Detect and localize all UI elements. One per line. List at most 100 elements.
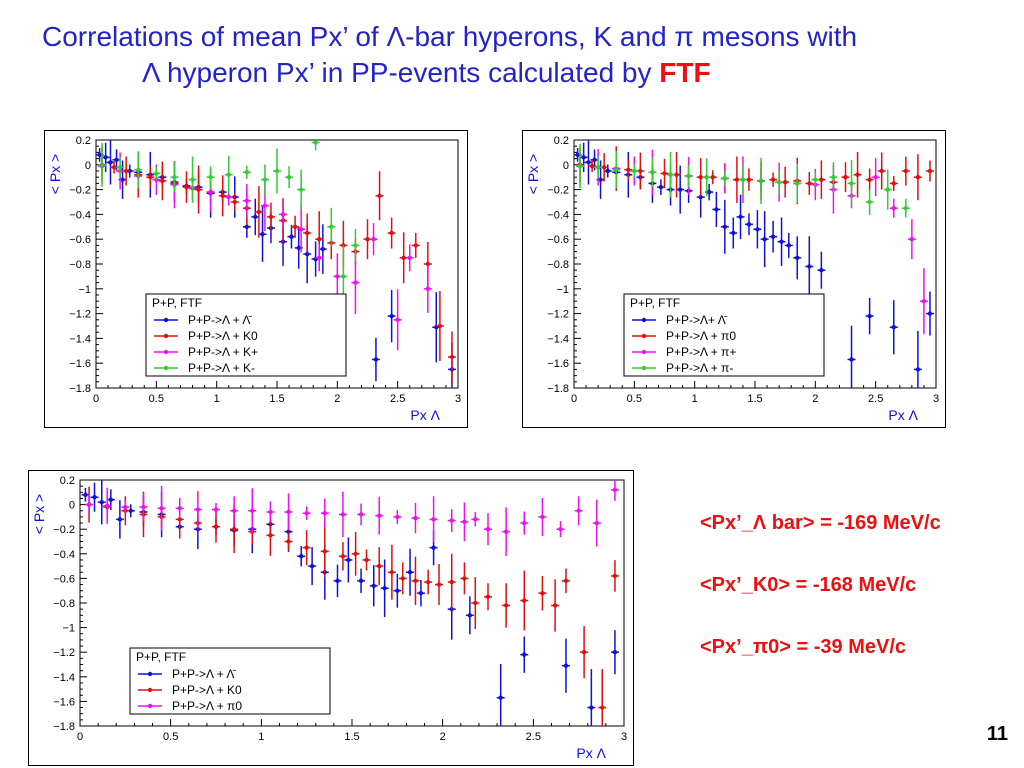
y-tick-label: −1.8 (69, 383, 91, 395)
legend-entry: P+P->Λ + π- (666, 361, 733, 375)
data-point (807, 181, 812, 186)
data-point (674, 172, 679, 177)
x-tick-label: 3 (933, 393, 939, 405)
data-point (662, 171, 667, 176)
data-point (244, 224, 250, 229)
data-point (83, 492, 88, 497)
data-point (589, 163, 595, 169)
legend-entry: P+P->Λ + K- (188, 361, 255, 375)
data-point (770, 234, 776, 239)
data-point (776, 179, 782, 185)
data-point (286, 175, 292, 180)
x-axis-label: Px Λ (410, 407, 440, 423)
data-point (262, 177, 268, 182)
data-point (413, 515, 418, 521)
data-point (108, 160, 113, 165)
x-tick-label: 2 (812, 393, 818, 405)
data-point (903, 206, 909, 211)
data-point (449, 518, 454, 523)
data-point (114, 157, 119, 163)
data-point (698, 194, 703, 200)
data-point (304, 251, 310, 257)
data-point (296, 245, 301, 251)
data-point (485, 527, 491, 532)
legend-box (145, 293, 347, 377)
data-point (819, 268, 824, 273)
data-point (111, 165, 117, 170)
data-point (304, 511, 309, 516)
legend-header: P+P, FTF (136, 650, 186, 664)
x-axis-label: Px Λ (576, 745, 606, 761)
data-point (92, 495, 97, 500)
data-point (329, 224, 334, 229)
data-point (317, 255, 322, 260)
data-point (418, 590, 424, 596)
data-point (449, 354, 455, 360)
data-point (292, 224, 298, 229)
y-tick-label: −0.2 (69, 185, 91, 197)
y-tick-label: −0.6 (53, 573, 75, 585)
data-point (425, 579, 431, 585)
data-point (299, 554, 304, 559)
data-point (849, 181, 854, 186)
series-magenta (85, 480, 619, 556)
data-point (903, 168, 909, 174)
data-point (746, 222, 752, 227)
data-point (340, 512, 346, 517)
data-point (522, 520, 527, 526)
y-tick-label: 0 (563, 160, 569, 172)
y-tick-label: −0.8 (69, 259, 91, 271)
data-point (605, 168, 610, 174)
data-point (377, 193, 382, 198)
data-point (813, 177, 818, 182)
data-point (731, 230, 736, 236)
data-point (650, 170, 655, 175)
data-point (706, 189, 712, 195)
data-point (473, 517, 478, 522)
data-point (280, 212, 286, 217)
data-point (575, 152, 580, 158)
legend-marker (641, 333, 647, 339)
data-point (136, 167, 141, 172)
y-tick-label: −1.6 (53, 696, 75, 708)
data-point (698, 175, 703, 180)
chart-lambda-bar-k0-pi0: 0.20−0.2−0.4−0.6−0.8−1−1.2−1.4−1.6−1.80 0… (28, 470, 634, 766)
data-point (256, 209, 262, 215)
data-point (120, 177, 125, 182)
data-point (891, 181, 896, 186)
y-tick-label: 0.2 (60, 475, 75, 487)
result-lambda-bar: <Px’_Λ bar> = -169 MeV/c (700, 512, 941, 534)
y-tick-label: −1.6 (547, 358, 569, 370)
data-point (638, 168, 643, 174)
data-point (855, 172, 860, 177)
data-point (395, 317, 400, 322)
legend: P+P, FTF P+P->Λ + Λ̄ P+P->Λ + K0 P+P->Λ + π… (129, 647, 331, 715)
data-point (289, 234, 294, 239)
data-point (86, 502, 92, 507)
data-point (226, 172, 231, 177)
data-point (268, 509, 273, 515)
data-point (762, 237, 767, 242)
data-point (498, 695, 503, 700)
data-point (909, 237, 915, 242)
legend: P+P, FTF P+P->Λ+ Λ̄ P+P->Λ + π0 P+P->Λ + π+… (623, 293, 825, 377)
legend: P+P, FTF P+P->Λ + Λ̄ P+P->Λ + K0 P+P->Λ + K… (145, 293, 347, 377)
y-tick-label: −0.4 (69, 209, 91, 221)
data-point (313, 140, 318, 145)
data-point (177, 506, 182, 511)
chart-lambda-bar-kaons: 0.20−0.2−0.4−0.6−0.8−1−1.2−1.4−1.6−1.80 0… (44, 130, 468, 428)
data-point (581, 155, 586, 160)
data-point (371, 583, 376, 588)
data-point (389, 230, 394, 236)
data-point (286, 529, 291, 534)
x-tick-label: 0 (571, 393, 577, 405)
data-point (298, 227, 304, 232)
data-point (250, 508, 255, 513)
chart-lambda-bar-pions: 0.20−0.2−0.4−0.6−0.8−1−1.2−1.4−1.6−1.80 0… (522, 130, 946, 428)
data-point (395, 514, 400, 520)
series-red (85, 486, 619, 726)
data-point (128, 508, 133, 513)
data-point (400, 576, 405, 581)
data-point (668, 172, 673, 177)
x-axis-label: Px Λ (888, 407, 918, 423)
